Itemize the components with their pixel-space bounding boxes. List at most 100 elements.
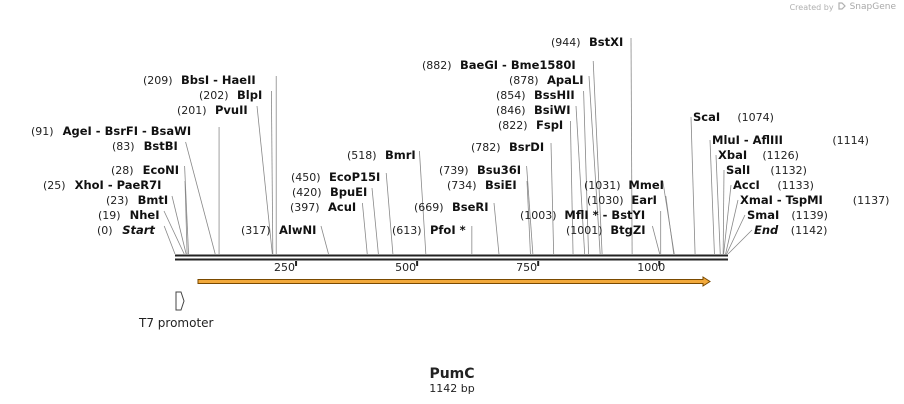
- site-leader: [163, 210, 185, 255]
- site-bsu36i[interactable]: (739) Bsu36I: [439, 163, 521, 177]
- site-xmai[interactable]: XmaI - TspMI (1137): [740, 193, 889, 207]
- site-alwni[interactable]: (317) AlwNI: [241, 223, 316, 237]
- site-name: SmaI: [747, 208, 779, 222]
- site-name: EcoP15I: [329, 170, 380, 184]
- site-position: (0): [97, 224, 113, 237]
- site-position: (28): [111, 164, 134, 177]
- site-position: (669): [414, 201, 444, 214]
- t7-promoter-label: T7 promoter: [138, 316, 214, 330]
- site-leader: [371, 187, 379, 255]
- site-baegi[interactable]: (882) BaeGI - Bme1580I: [422, 58, 576, 72]
- site-fspi[interactable]: (822) FspI: [498, 118, 563, 132]
- map-title: PumC: [429, 366, 474, 382]
- site-bpuei[interactable]: (420) BpuEI: [292, 185, 367, 199]
- site-pfoi[interactable]: (613) PfoI *: [392, 223, 466, 237]
- site-leader: [320, 225, 329, 255]
- site-end[interactable]: End (1142): [754, 223, 827, 237]
- site-bbsi[interactable]: (209) BbsI - HaeII: [143, 73, 256, 87]
- site-name: BlpI: [237, 88, 262, 102]
- site-leader: [715, 154, 721, 255]
- site-acui[interactable]: (397) AcuI: [290, 200, 356, 214]
- site-name: BsiWI: [534, 103, 571, 117]
- site-leader: [726, 214, 746, 255]
- site-leader: [163, 225, 176, 255]
- site-position: (1074): [737, 111, 774, 124]
- site-leader: [493, 202, 500, 255]
- site-position: (397): [290, 201, 320, 214]
- site-name: BaeGI - Bme1580I: [460, 58, 576, 72]
- site-sali[interactable]: SalI (1132): [726, 163, 807, 177]
- site-position: (782): [471, 141, 501, 154]
- site-position: (613): [392, 224, 422, 237]
- site-name: BstBI: [144, 139, 178, 153]
- site-ecop15i[interactable]: (450) EcoP15I: [291, 170, 380, 184]
- site-start[interactable]: (0) Start: [97, 223, 155, 237]
- ruler-tick-label: 500: [395, 261, 416, 274]
- site-position: (91): [31, 125, 54, 138]
- site-leader: [256, 105, 273, 255]
- site-econi[interactable]: (28) EcoNI: [111, 163, 179, 177]
- site-name: SalI: [726, 163, 750, 177]
- site-name: BmtI: [138, 193, 169, 207]
- site-name: XbaI: [718, 148, 747, 162]
- site-position: (25): [43, 179, 66, 192]
- site-eari[interactable]: (1030) EarI: [587, 193, 657, 207]
- site-position: (202): [199, 89, 229, 102]
- site-name: FspI: [536, 118, 563, 132]
- site-name: MluI - AflIII: [712, 133, 783, 147]
- site-bstxi[interactable]: (944) BstXI: [551, 35, 623, 49]
- ruler-ticks: 250 500 750 1000: [274, 261, 665, 274]
- site-name: AcuI: [328, 200, 356, 214]
- site-scai[interactable]: ScaI (1074): [693, 110, 774, 124]
- site-mmei[interactable]: (1031) MmeI: [584, 178, 664, 192]
- site-name: Start: [122, 223, 155, 237]
- site-position: (1114): [832, 134, 869, 147]
- site-bsiwi[interactable]: (846) BsiWI: [496, 103, 571, 117]
- site-bmri[interactable]: (518) BmrI: [347, 148, 416, 162]
- site-mlui[interactable]: MluI - AflIII (1114): [712, 133, 869, 147]
- site-bmti[interactable]: (23) BmtI: [106, 193, 168, 207]
- site-name: Bsu36I: [477, 163, 521, 177]
- site-name: BtgZI: [610, 223, 645, 237]
- site-name: BsrDI: [509, 140, 544, 154]
- site-position: (822): [498, 119, 528, 132]
- site-position: (1139): [791, 209, 828, 222]
- site-leader: [419, 150, 427, 255]
- site-position: (734): [447, 179, 477, 192]
- site-position: (23): [106, 194, 129, 207]
- site-position: (882): [422, 59, 452, 72]
- site-bsrdi[interactable]: (782) BsrDI: [471, 140, 544, 154]
- site-mfli[interactable]: (1003) MflI * - BstYI: [520, 208, 645, 222]
- site-pvuii[interactable]: (201) PvuII: [177, 103, 248, 117]
- map-length: 1142 bp: [429, 382, 474, 395]
- site-btgzi[interactable]: (1001) BtgZI: [566, 223, 646, 237]
- site-position: (1137): [853, 194, 890, 207]
- site-name: PfoI *: [430, 223, 466, 237]
- site-apali[interactable]: (878) ApaLI: [509, 73, 584, 87]
- site-bsiei[interactable]: (734) BsiEI: [447, 178, 517, 192]
- ruler-tick-label: 250: [274, 261, 295, 274]
- site-name: BssHII: [534, 88, 575, 102]
- orf-arrow[interactable]: [197, 276, 711, 287]
- site-acci[interactable]: AccI (1133): [733, 178, 814, 192]
- t7-promoter-feature[interactable]: T7 promoter: [138, 291, 214, 330]
- site-position: (944): [551, 36, 581, 49]
- site-blpi[interactable]: (202) BlpI: [199, 88, 262, 102]
- site-bstbi[interactable]: (83) BstBI: [112, 139, 178, 153]
- site-leader: [526, 165, 534, 255]
- site-bsshii[interactable]: (854) BssHII: [496, 88, 575, 102]
- site-xbai[interactable]: XbaI (1126): [718, 148, 799, 162]
- site-position: (1132): [770, 164, 807, 177]
- site-xhoi[interactable]: (25) XhoI - PaeR7I: [43, 178, 161, 192]
- watermark-brand: SnapGene: [849, 2, 896, 12]
- site-nhei[interactable]: (19) NheI: [98, 208, 159, 222]
- site-bseri[interactable]: (669) BseRI: [414, 200, 489, 214]
- site-position: (1142): [791, 224, 828, 237]
- site-leader: [362, 202, 368, 255]
- site-name: XhoI - PaeR7I: [75, 178, 162, 192]
- site-leader: [583, 90, 589, 255]
- site-smai[interactable]: SmaI (1139): [747, 208, 828, 222]
- site-leader: [171, 195, 187, 255]
- site-agei[interactable]: (91) AgeI - BsrFI - BsaWI: [31, 124, 191, 138]
- site-position: (518): [347, 149, 377, 162]
